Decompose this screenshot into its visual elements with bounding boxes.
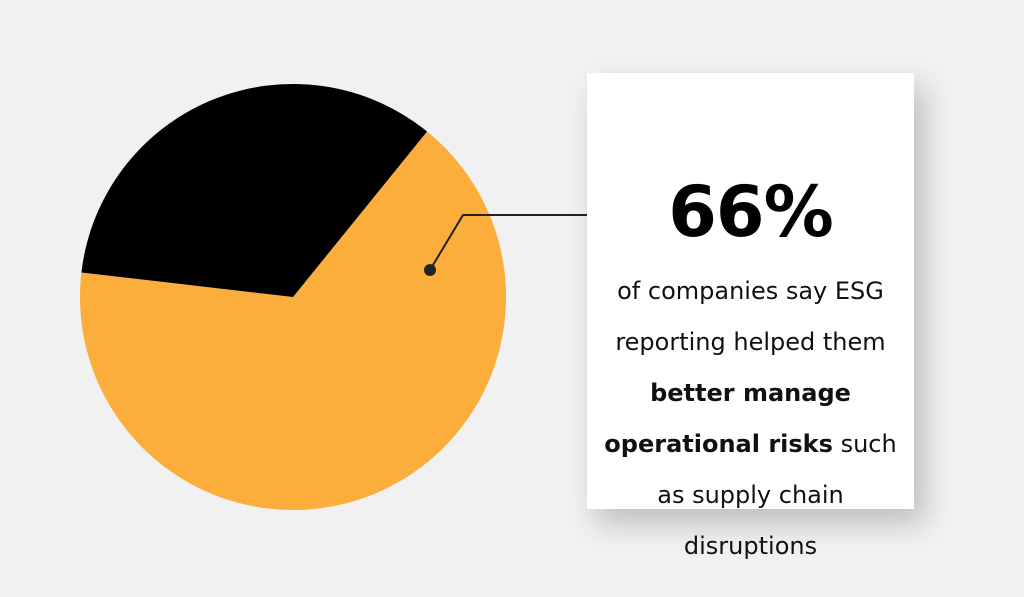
pie-slice-2 xyxy=(81,83,428,297)
stat-text-such: such xyxy=(840,430,897,458)
leader-dot xyxy=(424,264,436,276)
stat-card: 66% of companies say ESG reporting helpe… xyxy=(587,73,914,560)
stat-value: 66% xyxy=(668,171,834,253)
pie-slices xyxy=(79,83,506,510)
stat-text-line-3: better manage xyxy=(587,368,914,419)
pie-slice-1 xyxy=(79,131,506,510)
stat-text-line-4: operational risks such xyxy=(587,419,914,470)
stat-text-line-6: disruptions xyxy=(683,532,818,560)
stat-bold-text-1: better manage xyxy=(650,379,851,407)
stat-text-line-1: of companies say ESG xyxy=(617,277,884,305)
leader-line xyxy=(429,214,587,271)
stat-bold-text-2: operational risks xyxy=(604,430,833,458)
stat-text-line-2: reporting helped them xyxy=(615,328,886,356)
stat-text-line-5: as supply chain xyxy=(657,481,844,509)
stat-description: of companies say ESG reporting helped th… xyxy=(587,266,914,572)
